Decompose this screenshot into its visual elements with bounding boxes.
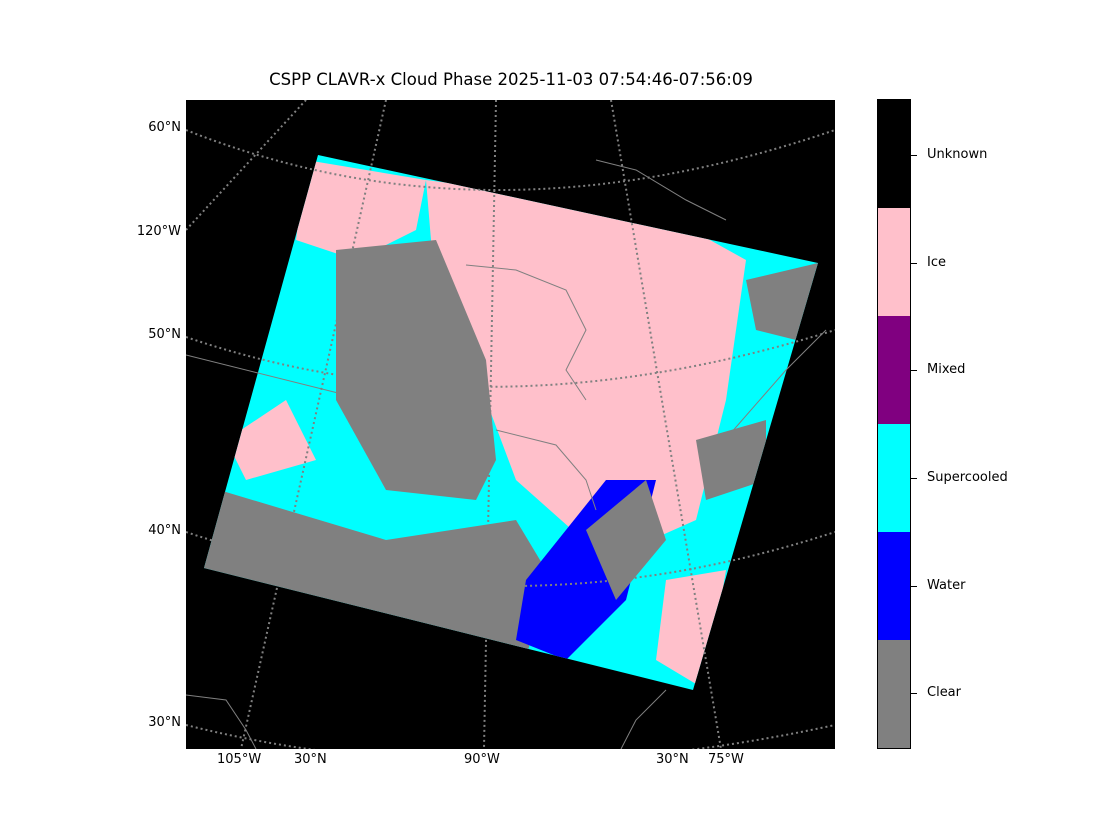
colorbar-tick — [910, 586, 917, 587]
colorbar-supercooled — [878, 424, 910, 532]
lon-label: 90°W — [464, 752, 500, 767]
lon-label: 105°W — [217, 752, 262, 767]
colorbar-mixed — [878, 316, 910, 424]
colorbar-label-ice: Ice — [927, 255, 946, 270]
clear-region — [586, 480, 666, 600]
lon-label: 75°W — [708, 752, 744, 767]
lat-label: 30°N — [148, 715, 181, 730]
satellite-swath — [204, 155, 818, 690]
colorbar-ice — [878, 208, 910, 316]
colorbar-tick — [910, 263, 917, 264]
lat-label: 30°N — [294, 752, 327, 767]
colorbar-label-clear: Clear — [927, 685, 961, 700]
lat-label: 60°N — [148, 120, 181, 135]
clear-region — [696, 420, 766, 500]
colorbar-label-mixed: Mixed — [927, 362, 966, 377]
cloud-phase-map — [186, 100, 835, 749]
colorbar-clear — [878, 640, 910, 748]
clear-region — [204, 480, 546, 660]
colorbar-water — [878, 532, 910, 640]
colorbar-unknown — [878, 100, 910, 208]
colorbar-label-unknown: Unknown — [927, 147, 988, 162]
coastlines — [186, 159, 827, 749]
graticule — [186, 100, 835, 749]
lat-label: 50°N — [148, 327, 181, 342]
colorbar — [877, 99, 911, 749]
ice-region — [296, 160, 426, 260]
ice-region — [226, 400, 316, 480]
clear-region — [336, 240, 496, 500]
lon-label: 120°W — [136, 224, 181, 239]
lat-label: 40°N — [148, 523, 181, 538]
colorbar-tick — [910, 693, 917, 694]
lat-label: 30°N — [656, 752, 689, 767]
ice-region — [426, 180, 746, 560]
colorbar-label-water: Water — [927, 578, 966, 593]
colorbar-label-supercooled: Supercooled — [927, 470, 1008, 485]
clear-region — [746, 263, 818, 340]
colorbar-tick — [910, 155, 917, 156]
plot-title: CSPP CLAVR-x Cloud Phase 2025-11-03 07:5… — [269, 70, 753, 89]
colorbar-tick — [910, 478, 917, 479]
colorbar-tick — [910, 370, 917, 371]
